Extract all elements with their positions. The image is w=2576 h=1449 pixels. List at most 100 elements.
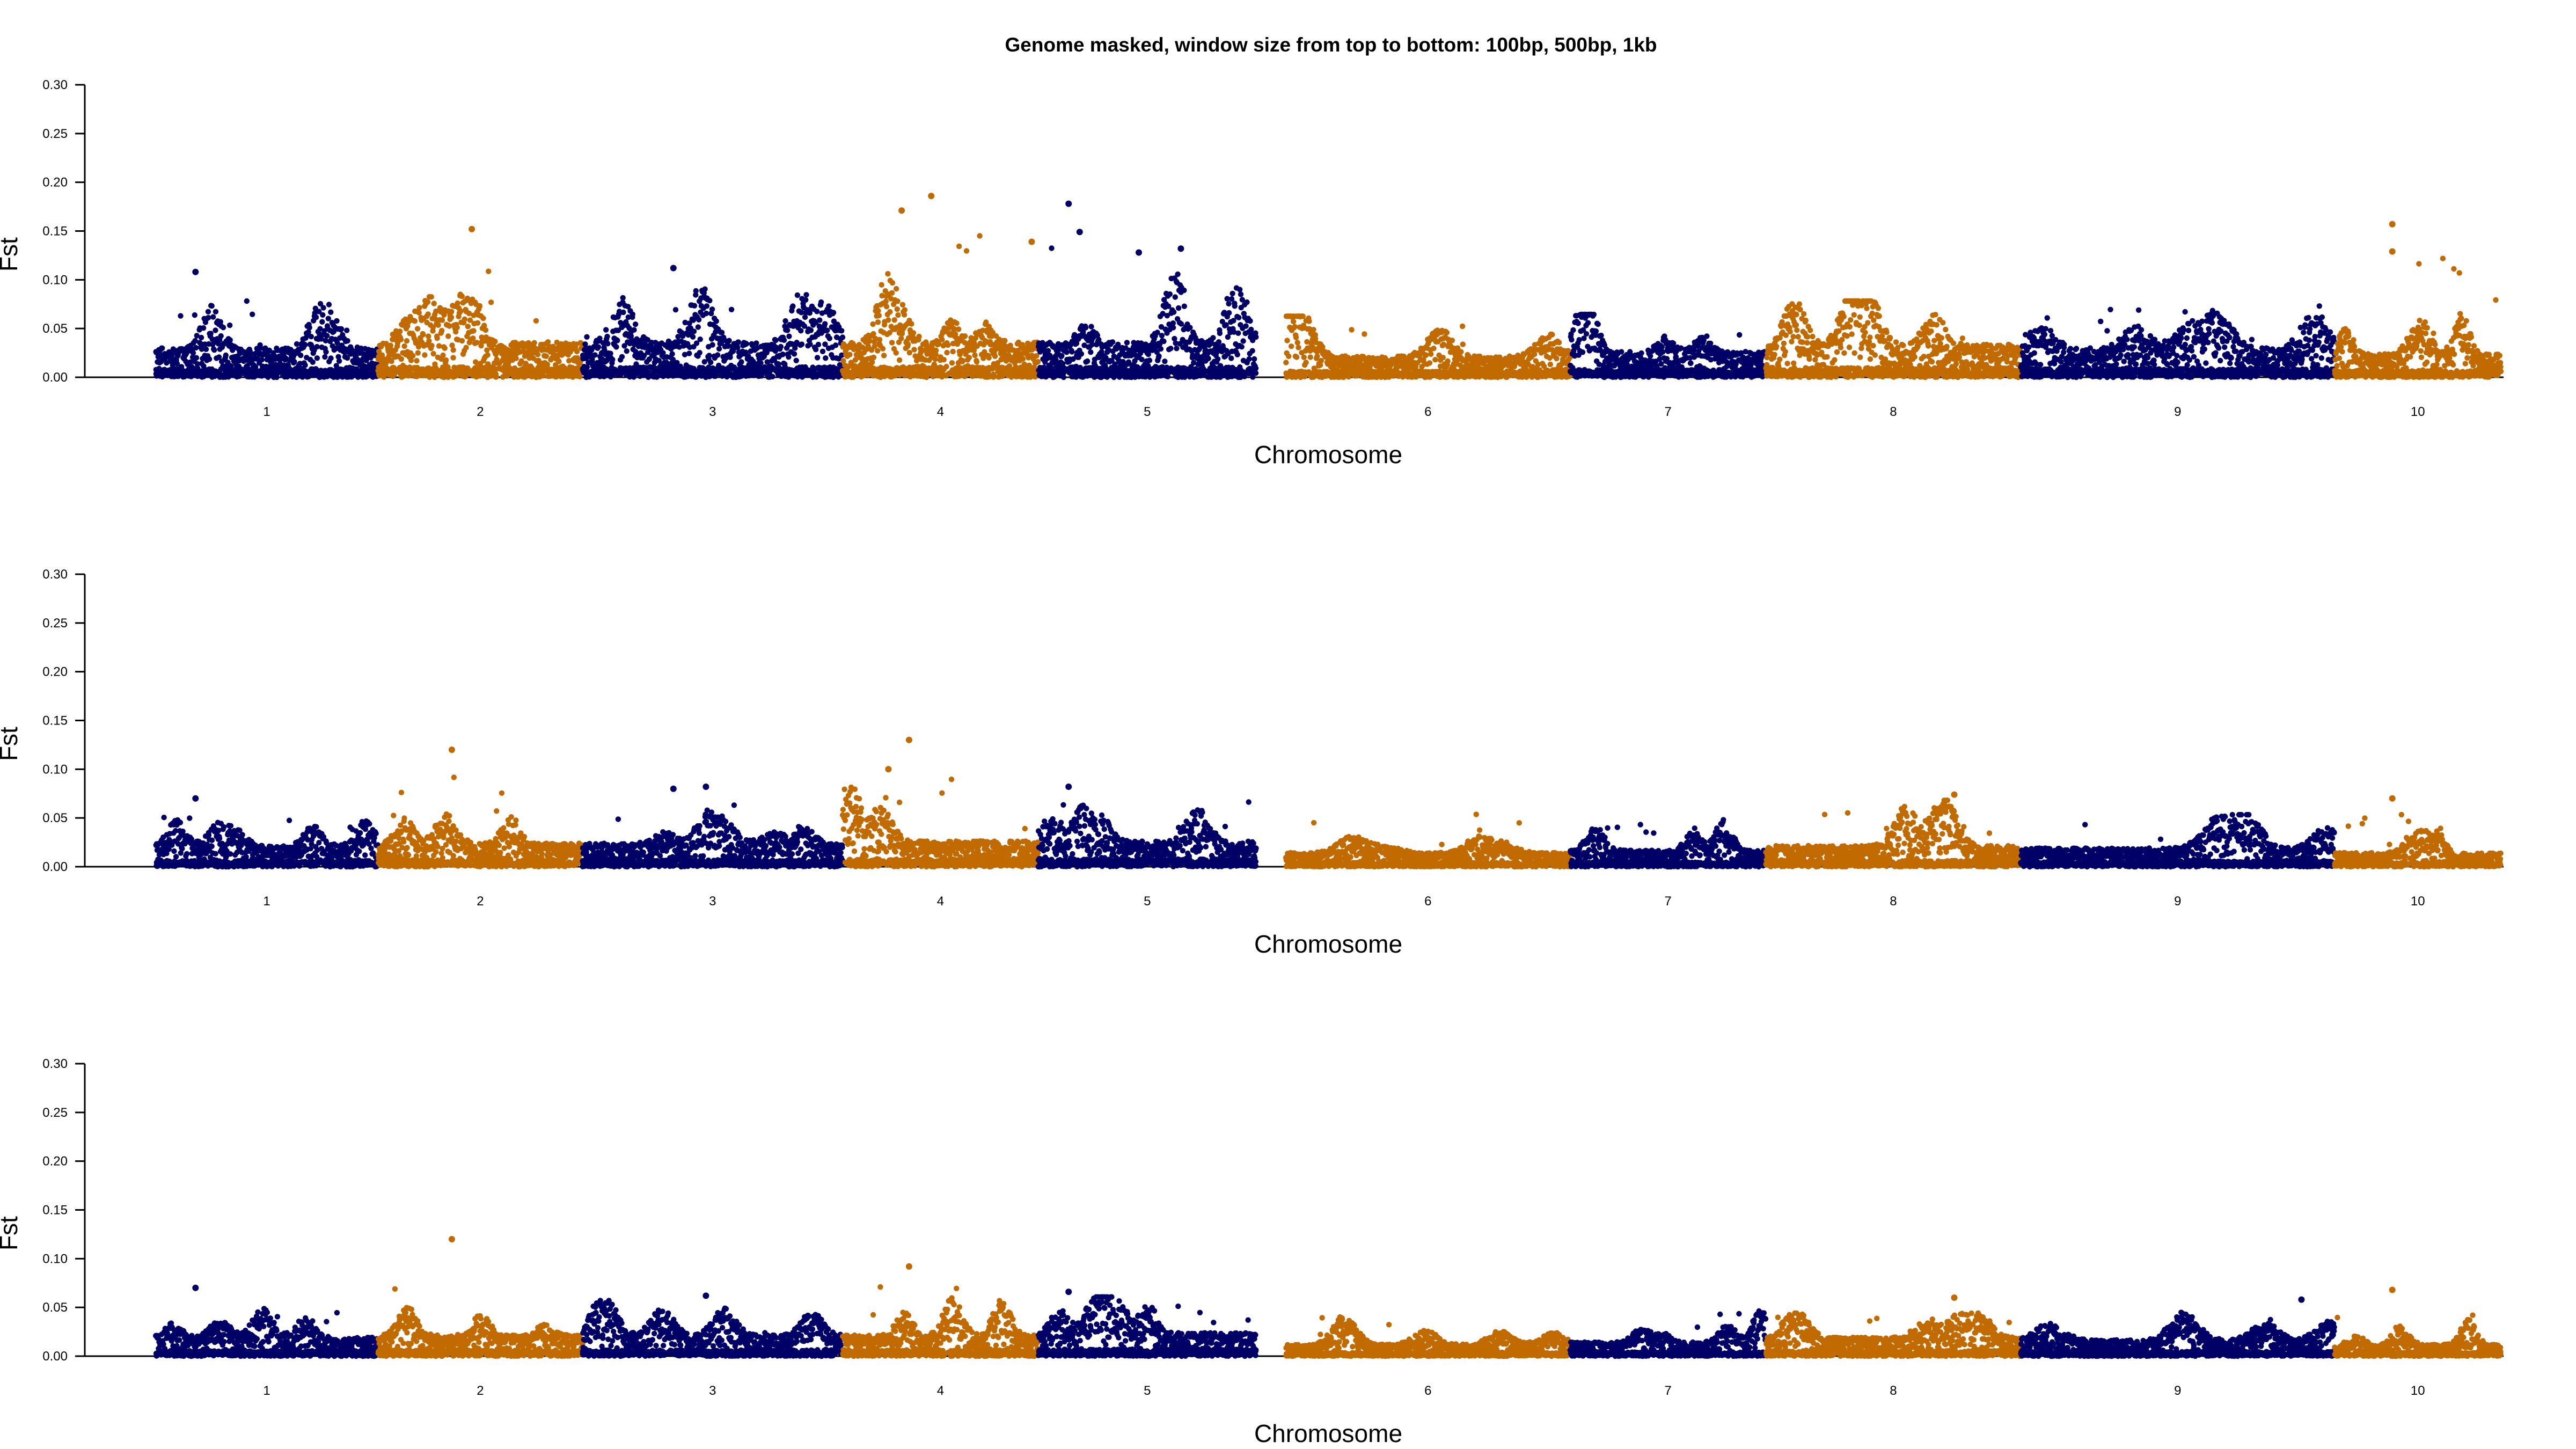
fst-point: [707, 297, 713, 304]
fst-point: [818, 299, 824, 305]
chromosome-6-points: [1283, 313, 1573, 380]
fst-point: [439, 327, 445, 334]
figure-title: Genome masked, window size from top to b…: [1005, 34, 1657, 56]
fst-point: [426, 333, 431, 339]
fst-point: [720, 365, 726, 371]
fst-point: [613, 344, 619, 350]
fst-point: [814, 309, 820, 314]
fst-point: [826, 303, 832, 309]
fst-point: [804, 369, 810, 375]
fst-point: [316, 309, 322, 314]
fst-point: [547, 373, 553, 379]
fst-point: [1293, 354, 1300, 360]
fst-point: [533, 370, 539, 376]
fst-point: [1146, 357, 1153, 363]
fst-point: [260, 369, 266, 375]
fst-point: [1187, 367, 1193, 373]
fst-point: [937, 365, 943, 371]
fst-point: [780, 352, 786, 357]
fst-point: [1210, 335, 1216, 341]
fst-point: [815, 341, 822, 348]
fst-point: [470, 335, 476, 341]
fst-point: [1215, 356, 1221, 362]
fst-point: [213, 369, 219, 375]
fst-point: [254, 372, 260, 378]
fst-point: [205, 309, 211, 314]
fst-point: [397, 364, 403, 371]
fst-point: [846, 370, 852, 376]
fst-point: [361, 370, 367, 376]
fst-point: [458, 308, 464, 314]
fst-point: [264, 373, 270, 379]
fst-point: [410, 353, 416, 359]
fst-point: [1191, 368, 1198, 374]
fst-point: [388, 368, 394, 375]
fst-point: [894, 306, 900, 312]
fst-point: [658, 367, 664, 373]
fst-point: [153, 371, 159, 377]
fst-point: [935, 372, 941, 378]
fst-point: [223, 352, 229, 358]
fst-point: [1217, 330, 1223, 336]
fst-point: [206, 356, 213, 362]
y-tick-label: 0.25: [42, 127, 68, 141]
fst-point: [972, 352, 978, 358]
fst-point: [895, 298, 901, 304]
fst-point: [191, 372, 197, 378]
fst-point: [519, 367, 525, 372]
fst-point: [192, 338, 198, 344]
fst-point: [1253, 365, 1259, 371]
y-tick-label: 0.00: [42, 370, 68, 385]
fst-point: [1243, 323, 1249, 329]
fst-point: [952, 372, 957, 379]
fst-point: [811, 366, 817, 372]
fst-point: [449, 342, 455, 348]
fst-point: [485, 352, 491, 358]
fst-point: [885, 317, 891, 323]
fst-point: [1079, 370, 1085, 376]
fst-point: [328, 355, 334, 361]
fst-point: [1230, 290, 1235, 297]
fst-point: [798, 364, 804, 370]
fst-point: [477, 303, 483, 309]
fst-point: [950, 348, 956, 355]
fst-point: [601, 374, 607, 379]
fst-point: [724, 374, 730, 380]
fst-point: [400, 369, 406, 375]
fst-point: [713, 318, 719, 324]
fst-point: [321, 374, 327, 379]
fst-point: [1134, 365, 1140, 371]
fst-point: [250, 311, 255, 317]
fst-point: [709, 342, 715, 348]
fst-point: [1102, 373, 1108, 379]
fst-point: [398, 356, 404, 362]
fst-point: [1172, 294, 1178, 300]
fst-point: [1082, 325, 1089, 331]
fst-point: [962, 374, 968, 379]
fst-point: [298, 352, 304, 358]
fst-point: [977, 233, 983, 239]
fst-point: [691, 365, 697, 372]
fst-point: [904, 367, 910, 374]
fst-point: [454, 325, 460, 331]
fst-point: [895, 312, 901, 318]
fst-point: [404, 338, 410, 344]
fst-point: [614, 338, 620, 343]
fst-point: [706, 353, 712, 358]
fst-point: [217, 319, 223, 325]
fst-point: [851, 374, 857, 380]
fst-point: [693, 288, 699, 294]
fst-point: [881, 364, 887, 370]
fst-point: [909, 321, 914, 327]
fst-point: [630, 311, 636, 317]
fst-point: [328, 309, 334, 315]
fst-point: [881, 353, 887, 358]
fst-point: [334, 340, 340, 346]
fst-point: [292, 366, 299, 372]
fst-point: [1052, 368, 1059, 374]
fst-point: [415, 350, 421, 356]
fst-point: [291, 359, 297, 365]
fst-point: [885, 271, 891, 277]
fst-point: [425, 299, 431, 305]
